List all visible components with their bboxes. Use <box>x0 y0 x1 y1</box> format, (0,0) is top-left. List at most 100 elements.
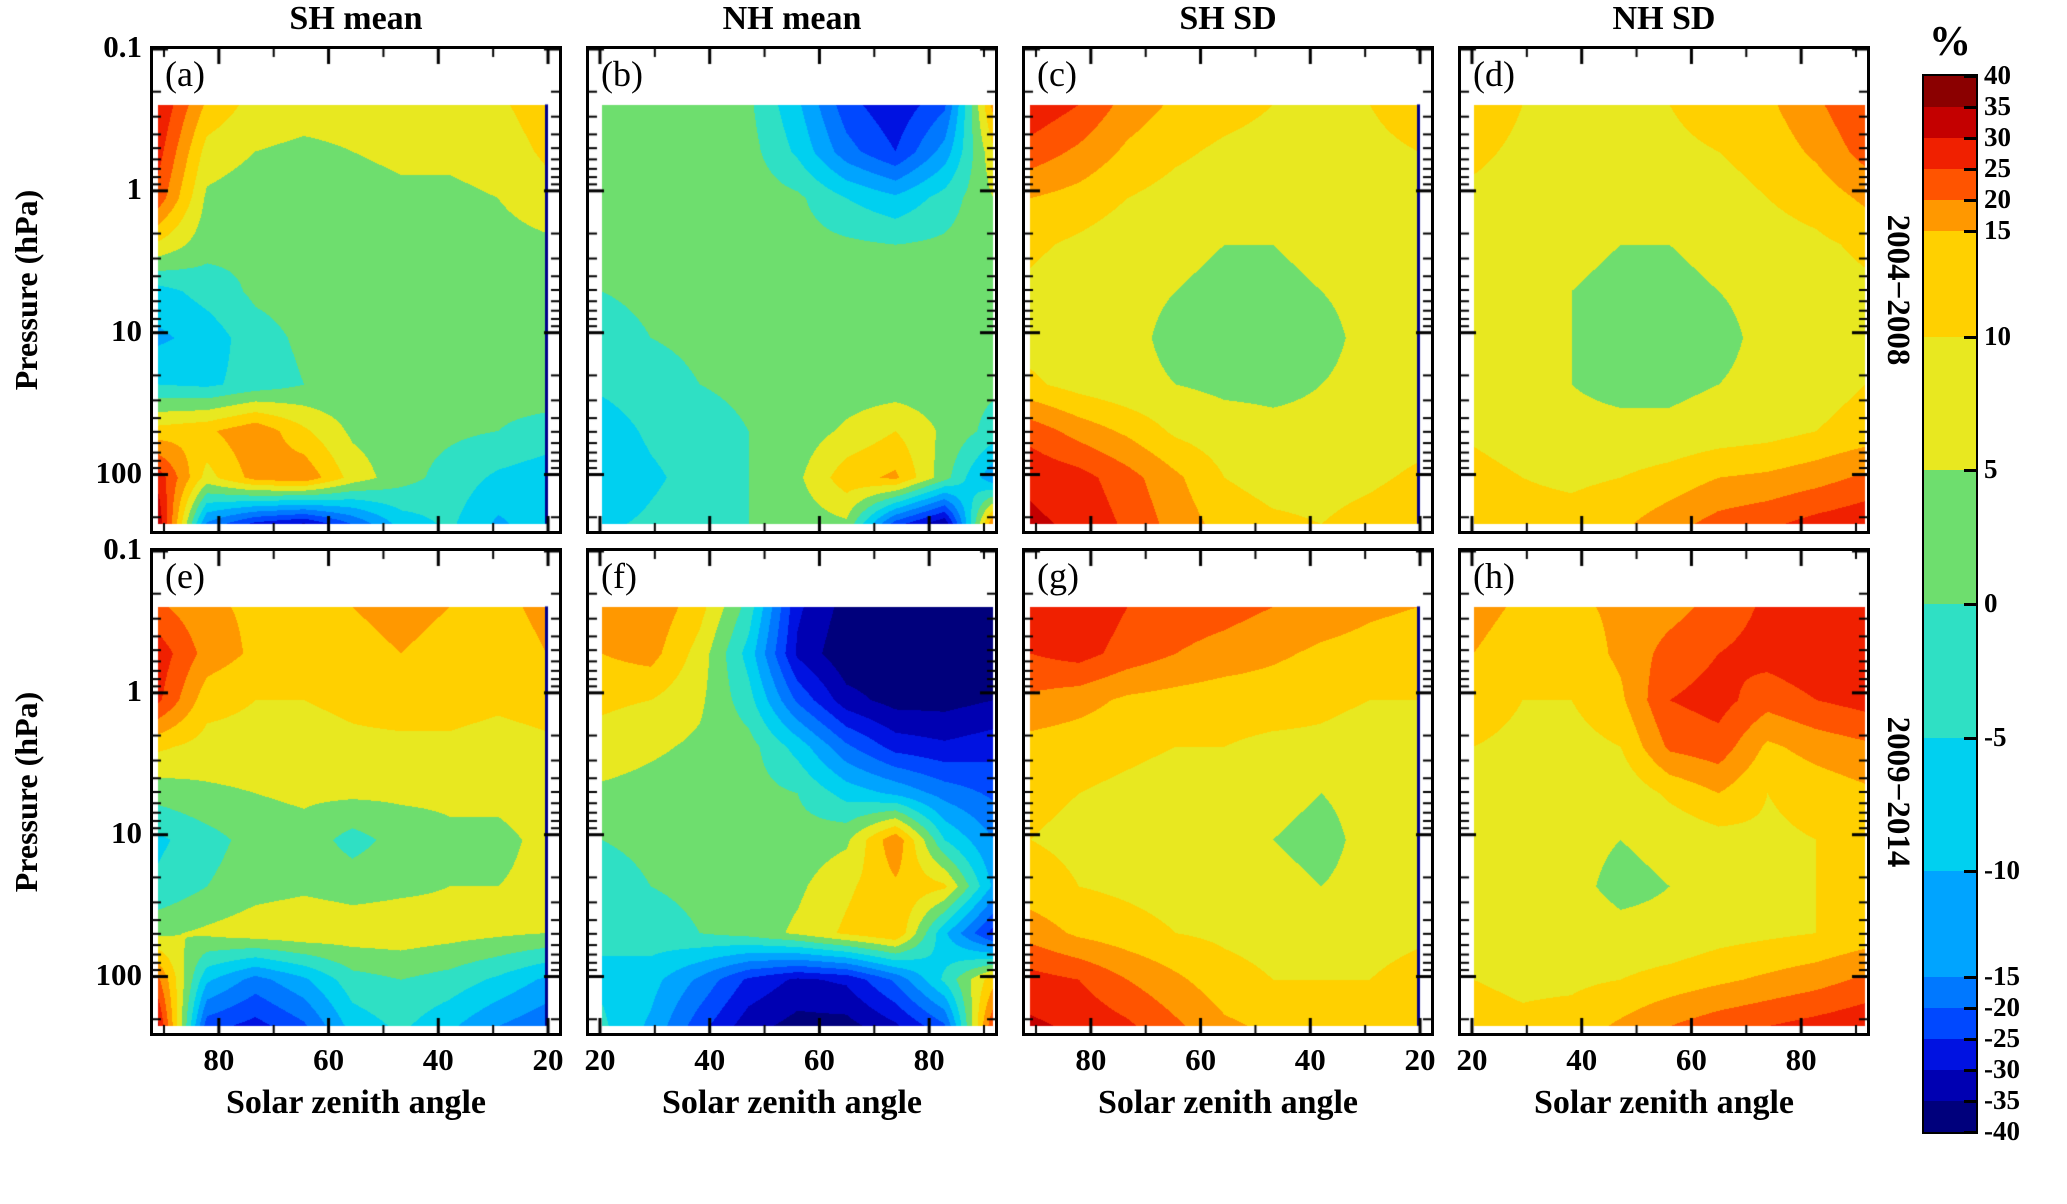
colorbar-tick-label: 20 <box>1984 184 2011 215</box>
colorbar-tick-label: -5 <box>1984 721 2007 752</box>
row-label-2009-2014: 2009−2014 <box>1880 716 1916 868</box>
x-tick-label: 40 <box>1294 1042 1326 1077</box>
colorbar-tick-label: -25 <box>1984 1022 2020 1053</box>
colorbar-tick-label: -15 <box>1984 960 2020 991</box>
colorbar-title: % <box>1929 19 1971 65</box>
panel-nh-sd-2009-2014: (h) <box>1458 548 1870 1036</box>
colorbar-tick-mark <box>1964 736 1976 740</box>
panel-letter: (e) <box>165 556 205 596</box>
colorbar-tick-mark <box>1964 975 1976 979</box>
colorbar-tick-mark <box>1964 1099 1976 1103</box>
y-tick-label: 0.1 <box>103 29 142 64</box>
colorbar-tick-mark <box>1964 168 1976 172</box>
panel-nh-sd-2004-2008: (d) <box>1458 46 1870 534</box>
x-axis-title-4: Solar zenith angle <box>1533 1084 1795 1121</box>
colorbar-tick-mark <box>1964 1131 1976 1134</box>
x-tick-label: 80 <box>1075 1042 1107 1077</box>
colorbar-tick-label: 30 <box>1984 122 2011 153</box>
colorbar-tick-mark <box>1964 1006 1976 1010</box>
colorbar-segment <box>1924 76 1976 108</box>
colorbar-tick-mark <box>1964 603 1976 606</box>
x-tick-label: 80 <box>1785 1042 1817 1077</box>
x-axis-title-2: Solar zenith angle <box>661 1084 923 1121</box>
panel-letter: (b) <box>601 54 643 94</box>
panel-canvas-nh-sd-2009-2014 <box>1461 551 1867 1033</box>
colorbar-tick-mark <box>1964 106 1976 110</box>
y-tick-label: 0.1 <box>103 531 142 566</box>
colorbar-tick-mark <box>1964 1037 1976 1041</box>
colorbar-tick-mark <box>1964 230 1976 234</box>
colorbar-tick-label: 40 <box>1984 60 2011 90</box>
panel-nh-mean-2009-2014: (f) <box>586 548 998 1036</box>
colorbar-tick-mark <box>1964 75 1976 78</box>
x-tick-label: 60 <box>1675 1042 1707 1077</box>
y-tick-label: 10 <box>111 312 142 348</box>
x-tick-label: 60 <box>803 1042 835 1077</box>
colorbar-tick-mark <box>1964 199 1976 203</box>
x-axis-title-3: Solar zenith angle <box>1097 1084 1359 1121</box>
panel-canvas-nh-sd-2004-2008 <box>1461 49 1867 531</box>
x-tick-label: 60 <box>1185 1042 1217 1077</box>
y-axis-title-row2: Pressure (hPa) <box>8 691 44 893</box>
panel-nh-mean-2004-2008: (b) <box>586 46 998 534</box>
row-label-2004-2008: 2004−2008 <box>1880 214 1916 366</box>
panel-letter: (g) <box>1037 556 1079 596</box>
x-tick-label: 20 <box>1404 1042 1436 1077</box>
colorbar-tick-label: -10 <box>1984 855 2020 886</box>
colorbar-tick-label: -35 <box>1984 1084 2020 1115</box>
x-tick-label: 20 <box>532 1042 564 1077</box>
colorbar-tick-label: 5 <box>1984 454 1998 485</box>
colorbar-segment <box>1924 871 1976 977</box>
column-title-nh-mean: NH mean <box>722 0 862 37</box>
x-tick-label: 80 <box>203 1042 235 1077</box>
colorbar-segment <box>1924 1069 1976 1101</box>
x-tick-label: 40 <box>1566 1042 1598 1077</box>
colorbar-tick-label: 10 <box>1984 320 2011 351</box>
panel-sh-sd-2009-2014: (g) <box>1022 548 1434 1036</box>
panel-canvas-nh-mean-2004-2008 <box>589 49 995 531</box>
panel-sh-mean-2004-2008: (a) <box>150 46 562 534</box>
panel-letter: (a) <box>165 54 205 94</box>
colorbar-tick-label: 35 <box>1984 91 2011 122</box>
colorbar-segment <box>1924 604 1976 738</box>
panel-sh-mean-2009-2014: (e) <box>150 548 562 1036</box>
x-tick-label: 20 <box>1456 1042 1488 1077</box>
panel-canvas-sh-sd-2009-2014 <box>1025 551 1431 1033</box>
y-tick-label: 100 <box>95 454 143 490</box>
column-title-nh-sd: NH SD <box>1612 0 1716 37</box>
colorbar <box>1922 74 1978 1134</box>
colorbar-tick-mark <box>1964 1068 1976 1072</box>
panel-sh-sd-2004-2008: (c) <box>1022 46 1434 534</box>
y-tick-label: 1 <box>126 170 143 206</box>
colorbar-segment <box>1924 1007 1976 1039</box>
colorbar-tick-label: -20 <box>1984 991 2020 1022</box>
panel-letter: (f) <box>601 556 637 596</box>
colorbar-tick-mark <box>1964 870 1976 874</box>
colorbar-segment <box>1924 1038 1976 1070</box>
panel-letter: (h) <box>1473 556 1515 596</box>
colorbar-tick-label: -40 <box>1984 1116 2020 1146</box>
colorbar-tick-label: 15 <box>1984 215 2011 246</box>
colorbar-segment <box>1924 107 1976 139</box>
column-title-sh-mean: SH mean <box>289 0 423 37</box>
x-tick-label: 80 <box>913 1042 945 1077</box>
colorbar-segment <box>1924 336 1976 471</box>
x-tick-label: 40 <box>694 1042 726 1077</box>
colorbar-tick-mark <box>1964 137 1976 141</box>
y-tick-label: 100 <box>95 956 143 992</box>
colorbar-segment <box>1924 169 1976 201</box>
colorbar-segment <box>1924 231 1976 337</box>
panel-letter: (c) <box>1037 54 1077 94</box>
panel-canvas-sh-mean-2004-2008 <box>153 49 559 531</box>
panel-canvas-nh-mean-2009-2014 <box>589 551 995 1033</box>
colorbar-segment <box>1924 200 1976 232</box>
column-title-sh-sd: SH SD <box>1179 0 1277 37</box>
y-axis-title-row1: Pressure (hPa) <box>8 189 44 391</box>
colorbar-segment <box>1924 737 1976 872</box>
x-tick-label: 60 <box>313 1042 345 1077</box>
x-tick-label: 40 <box>422 1042 454 1077</box>
colorbar-segment <box>1924 976 1976 1008</box>
colorbar-segment <box>1924 470 1976 604</box>
colorbar-tick-label: -30 <box>1984 1053 2020 1084</box>
